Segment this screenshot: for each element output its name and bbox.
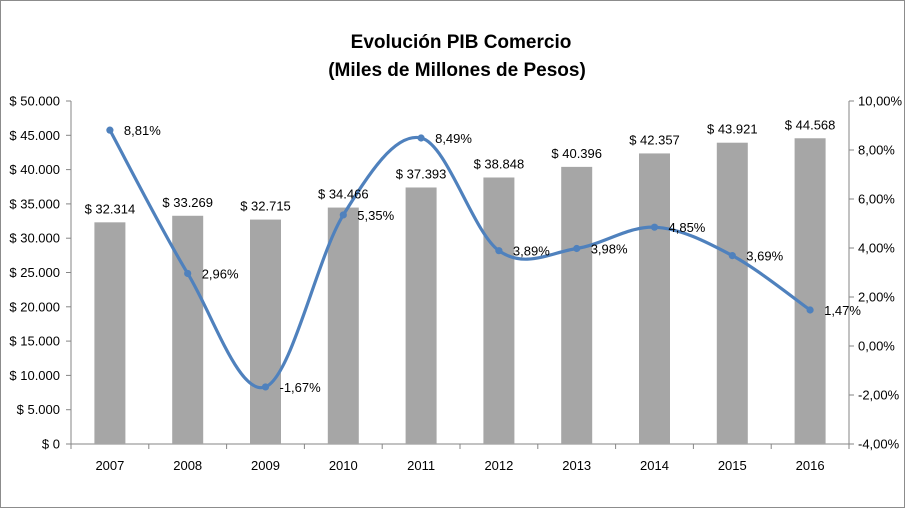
right-tick-label: -4,00%	[858, 437, 900, 452]
bar	[327, 207, 359, 444]
bar	[639, 153, 670, 445]
left-tick-label: $ 40.000	[9, 162, 60, 177]
x-tick-label: 2016	[796, 458, 825, 473]
bar	[94, 222, 126, 444]
left-tick-label: $ 10.000	[9, 368, 60, 383]
growth-point	[261, 383, 270, 391]
bar	[794, 138, 826, 444]
left-tick-label: $ 5.000	[17, 402, 60, 417]
left-tick-label: $ 25.000	[9, 265, 60, 280]
right-tick-label: 0,00%	[858, 339, 895, 354]
left-tick-label: $ 30.000	[9, 231, 60, 246]
growth-value-label: 5,35%	[357, 208, 394, 223]
growth-value-label: 3,98%	[591, 241, 628, 256]
growth-point	[650, 223, 659, 231]
growth-value-label: 3,89%	[513, 244, 550, 259]
bar-value-label: $ 34.466	[318, 187, 369, 202]
growth-point	[106, 126, 114, 134]
bar	[405, 187, 437, 445]
growth-point	[184, 269, 192, 278]
growth-point	[417, 134, 425, 142]
growth-value-label: 8,81%	[124, 123, 161, 138]
x-tick-label: 2007	[95, 458, 124, 473]
left-tick-label: $ 50.000	[9, 94, 60, 109]
bar-value-label: $ 38.848	[474, 157, 525, 172]
bars-layer	[94, 138, 826, 445]
left-tick-label: $ 35.000	[9, 196, 60, 211]
growth-value-label: 1,47%	[824, 303, 861, 318]
growth-value-label: -1,67%	[280, 380, 322, 395]
right-tick-label: 8,00%	[858, 143, 895, 158]
right-tick-label: 6,00%	[858, 192, 895, 207]
x-tick-label: 2009	[251, 458, 280, 473]
x-tick-label: 2015	[718, 458, 747, 473]
growth-line	[108, 128, 812, 390]
bar-value-label: $ 37.393	[396, 166, 447, 181]
x-tick-label: 2014	[640, 458, 669, 473]
growth-value-label: 4,85%	[669, 220, 706, 235]
bar	[483, 177, 515, 444]
growth-point	[806, 306, 814, 314]
right-tick-label: 10,00%	[858, 94, 903, 109]
x-tick-label: 2011	[407, 458, 435, 473]
axes-layer: $ 0 $ 5.000 $ 10.000 $ 15.000 $ 20.000 $ 25.0…	[9, 94, 902, 474]
bar-value-label: $ 32.715	[240, 199, 291, 214]
growth-point	[728, 251, 736, 260]
bar-value-label: $ 40.396	[551, 146, 602, 161]
left-tick-label: $ 20.000	[9, 299, 60, 314]
bar	[716, 142, 748, 444]
left-tick-label: $ 0	[42, 437, 60, 452]
bar	[561, 166, 593, 445]
growth-value-label: 2,96%	[202, 266, 239, 281]
bar-value-label: $ 32.314	[85, 201, 136, 216]
growth-value-label: 3,69%	[746, 249, 783, 264]
growth-value-label: 8,49%	[435, 131, 472, 146]
bar	[172, 215, 204, 444]
labels-layer: $ 32.314 $ 33.269 $ 32.715 $ 34.466 $ 37.393…	[85, 117, 862, 395]
bar-value-label: $ 43.921	[707, 122, 758, 137]
right-tick-label: -2,00%	[858, 388, 900, 403]
x-tick-label: 2012	[484, 458, 513, 473]
chart-title: Evolución PIB Comercio	[351, 32, 572, 53]
growth-point	[339, 211, 347, 219]
x-tick-label: 2013	[562, 458, 591, 473]
growth-point	[573, 244, 581, 253]
right-tick-label: 4,00%	[858, 241, 895, 256]
x-tick-label: 2010	[329, 458, 358, 473]
bar-value-label: $ 42.357	[629, 132, 680, 147]
left-tick-label: $ 45.000	[9, 128, 60, 143]
right-tick-label: 2,00%	[858, 290, 895, 305]
growth-point	[495, 247, 503, 255]
bar-value-label: $ 33.269	[162, 195, 213, 210]
bar	[250, 219, 281, 444]
bar-value-label: $ 44.568	[785, 117, 836, 132]
x-tick-label: 2008	[173, 458, 202, 473]
left-tick-label: $ 15.000	[9, 334, 60, 349]
line-layer	[106, 126, 814, 391]
chart-subtitle: (Miles de Millones de Pesos)	[328, 60, 586, 81]
